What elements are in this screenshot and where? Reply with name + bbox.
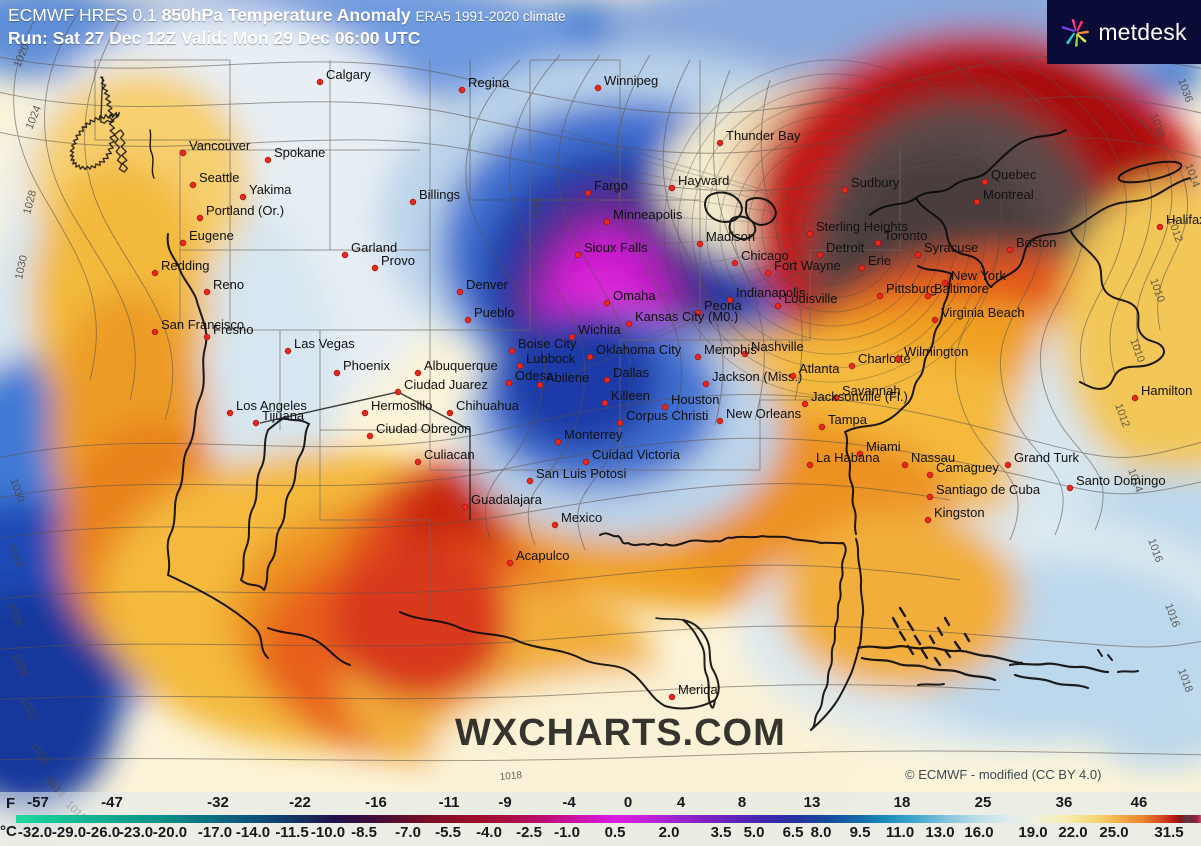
svg-text:Phoenix: Phoenix xyxy=(343,358,390,373)
svg-text:Grand Turk: Grand Turk xyxy=(1014,450,1080,465)
svg-text:Boston: Boston xyxy=(1016,235,1056,250)
svg-text:Spokane: Spokane xyxy=(274,145,325,160)
svg-text:Nashville: Nashville xyxy=(751,339,804,354)
svg-text:Memphis: Memphis xyxy=(704,342,757,357)
svg-text:Provo: Provo xyxy=(381,253,415,268)
svg-text:Hayward: Hayward xyxy=(678,173,729,188)
svg-text:Virginia Beach: Virginia Beach xyxy=(941,305,1025,320)
svg-text:Eugene: Eugene xyxy=(189,228,234,243)
svg-text:Baltimore: Baltimore xyxy=(934,281,989,296)
svg-text:Jackson (Miss.): Jackson (Miss.) xyxy=(712,369,802,384)
svg-text:Kingston: Kingston xyxy=(934,505,985,520)
svg-text:Oklahoma City: Oklahoma City xyxy=(596,342,682,357)
svg-text:Ciudad Obregon: Ciudad Obregon xyxy=(376,421,471,436)
svg-text:Syracuse: Syracuse xyxy=(924,240,978,255)
svg-text:Yakima: Yakima xyxy=(249,182,292,197)
svg-text:Vancouver: Vancouver xyxy=(189,138,251,153)
svg-text:Denver: Denver xyxy=(466,277,509,292)
svg-text:Houston: Houston xyxy=(671,392,719,407)
svg-text:Las Vegas: Las Vegas xyxy=(294,336,355,351)
svg-text:Fort Wayne: Fort Wayne xyxy=(774,258,841,273)
svg-text:Tampa: Tampa xyxy=(828,412,868,427)
svg-text:Montreal: Montreal xyxy=(983,187,1034,202)
svg-text:Corpus Christi: Corpus Christi xyxy=(626,408,708,423)
svg-text:Quebec: Quebec xyxy=(991,167,1037,182)
svg-text:Minneapolis: Minneapolis xyxy=(613,207,683,222)
svg-text:Chihuahua: Chihuahua xyxy=(456,398,520,413)
svg-text:Dallas: Dallas xyxy=(613,365,650,380)
svg-text:Cuidad Victoria: Cuidad Victoria xyxy=(592,447,681,462)
svg-text:San Luis Potosi: San Luis Potosi xyxy=(536,466,626,481)
svg-text:1018: 1018 xyxy=(499,770,523,783)
svg-text:Killeen: Killeen xyxy=(611,388,650,403)
svg-text:Acapulco: Acapulco xyxy=(516,548,569,563)
svg-text:Culiacan: Culiacan xyxy=(424,447,475,462)
svg-text:Regina: Regina xyxy=(468,75,510,90)
svg-text:Calgary: Calgary xyxy=(326,67,371,82)
svg-text:Sioux Falls: Sioux Falls xyxy=(584,240,648,255)
svg-text:Sudbury: Sudbury xyxy=(851,175,900,190)
svg-text:Pueblo: Pueblo xyxy=(474,305,514,320)
svg-text:Jacksonville (Fl.): Jacksonville (Fl.) xyxy=(811,389,908,404)
svg-text:Fargo: Fargo xyxy=(594,178,628,193)
svg-text:Santiago de Cuba: Santiago de Cuba xyxy=(936,482,1041,497)
svg-text:Tijuana: Tijuana xyxy=(262,408,305,423)
svg-text:Billings: Billings xyxy=(419,187,461,202)
svg-text:Thunder Bay: Thunder Bay xyxy=(726,128,801,143)
svg-text:Omaha: Omaha xyxy=(613,288,656,303)
svg-text:La Habana: La Habana xyxy=(816,450,880,465)
svg-text:Redding: Redding xyxy=(161,258,209,273)
svg-text:Reno: Reno xyxy=(213,277,244,292)
svg-text:Fresno: Fresno xyxy=(213,322,253,337)
svg-text:Erie: Erie xyxy=(868,253,891,268)
svg-text:Albuquerque: Albuquerque xyxy=(424,358,498,373)
svg-text:Charlotte: Charlotte xyxy=(858,351,911,366)
svg-text:Santo Domingo: Santo Domingo xyxy=(1076,473,1166,488)
svg-text:Atlanta: Atlanta xyxy=(799,361,840,376)
svg-text:Hamilton: Hamilton xyxy=(1141,383,1192,398)
svg-text:Ciudad Juarez: Ciudad Juarez xyxy=(404,377,488,392)
svg-text:New Orleans: New Orleans xyxy=(726,406,802,421)
svg-text:Madison: Madison xyxy=(706,229,755,244)
svg-text:Wichita: Wichita xyxy=(578,322,621,337)
svg-text:Kansas City (M0.): Kansas City (M0.) xyxy=(635,309,738,324)
svg-text:Winnipeg: Winnipeg xyxy=(604,73,658,88)
svg-text:Lubbock: Lubbock xyxy=(526,351,576,366)
svg-text:Wilmington: Wilmington xyxy=(904,344,968,359)
svg-text:Halifax: Halifax xyxy=(1166,212,1201,227)
svg-text:1038: 1038 xyxy=(532,197,544,220)
svg-text:Abilene: Abilene xyxy=(546,370,589,385)
svg-text:Portland (Or.): Portland (Or.) xyxy=(206,203,284,218)
svg-text:Toronto: Toronto xyxy=(884,228,927,243)
svg-text:Monterrey: Monterrey xyxy=(564,427,623,442)
svg-text:Boise City: Boise City xyxy=(518,336,577,351)
svg-text:Detroit: Detroit xyxy=(826,240,865,255)
svg-text:Guadalajara: Guadalajara xyxy=(471,492,543,507)
svg-text:Camaguey: Camaguey xyxy=(936,460,999,475)
svg-text:Indianapolis: Indianapolis xyxy=(736,285,806,300)
svg-text:Hermosillo: Hermosillo xyxy=(371,398,432,413)
svg-text:Seattle: Seattle xyxy=(199,170,239,185)
svg-text:Merida: Merida xyxy=(678,682,719,697)
svg-text:Mexico: Mexico xyxy=(561,510,602,525)
